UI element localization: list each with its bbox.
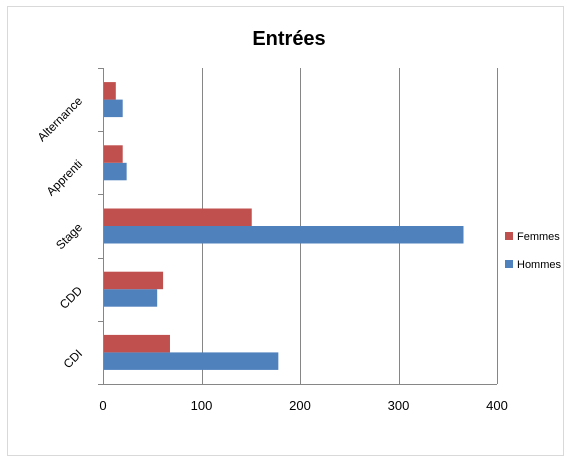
legend-swatch-femmes <box>505 232 513 240</box>
bar-femmes-alternance <box>104 82 116 100</box>
legend-label-hommes: Hommes <box>517 259 562 271</box>
x-tick-label: 300 <box>388 398 410 413</box>
bar-femmes-stage <box>104 208 252 226</box>
legend-swatch-hommes <box>505 260 513 268</box>
bar-hommes-cdi <box>104 352 279 370</box>
bar-femmes-cdd <box>104 271 164 290</box>
legend: Femmes Hommes <box>505 231 562 271</box>
bar-hommes-apprenti <box>104 162 127 181</box>
bars <box>104 82 464 370</box>
x-tick-label: 400 <box>486 398 508 413</box>
axes <box>98 68 497 385</box>
bar-femmes-cdi <box>104 334 170 353</box>
chart-title: Entrées <box>252 28 325 50</box>
bar-hommes-stage <box>104 226 464 244</box>
x-tick-label: 0 <box>99 398 106 413</box>
x-tick-label: 200 <box>289 398 311 413</box>
x-tick-labels: 0 100 200 300 400 <box>99 398 507 413</box>
bar-femmes-apprenti <box>104 145 123 163</box>
bar-hommes-alternance <box>104 99 123 118</box>
bar-hommes-cdd <box>104 289 158 307</box>
x-tick-label: 100 <box>191 398 213 413</box>
legend-label-femmes: Femmes <box>517 231 560 243</box>
